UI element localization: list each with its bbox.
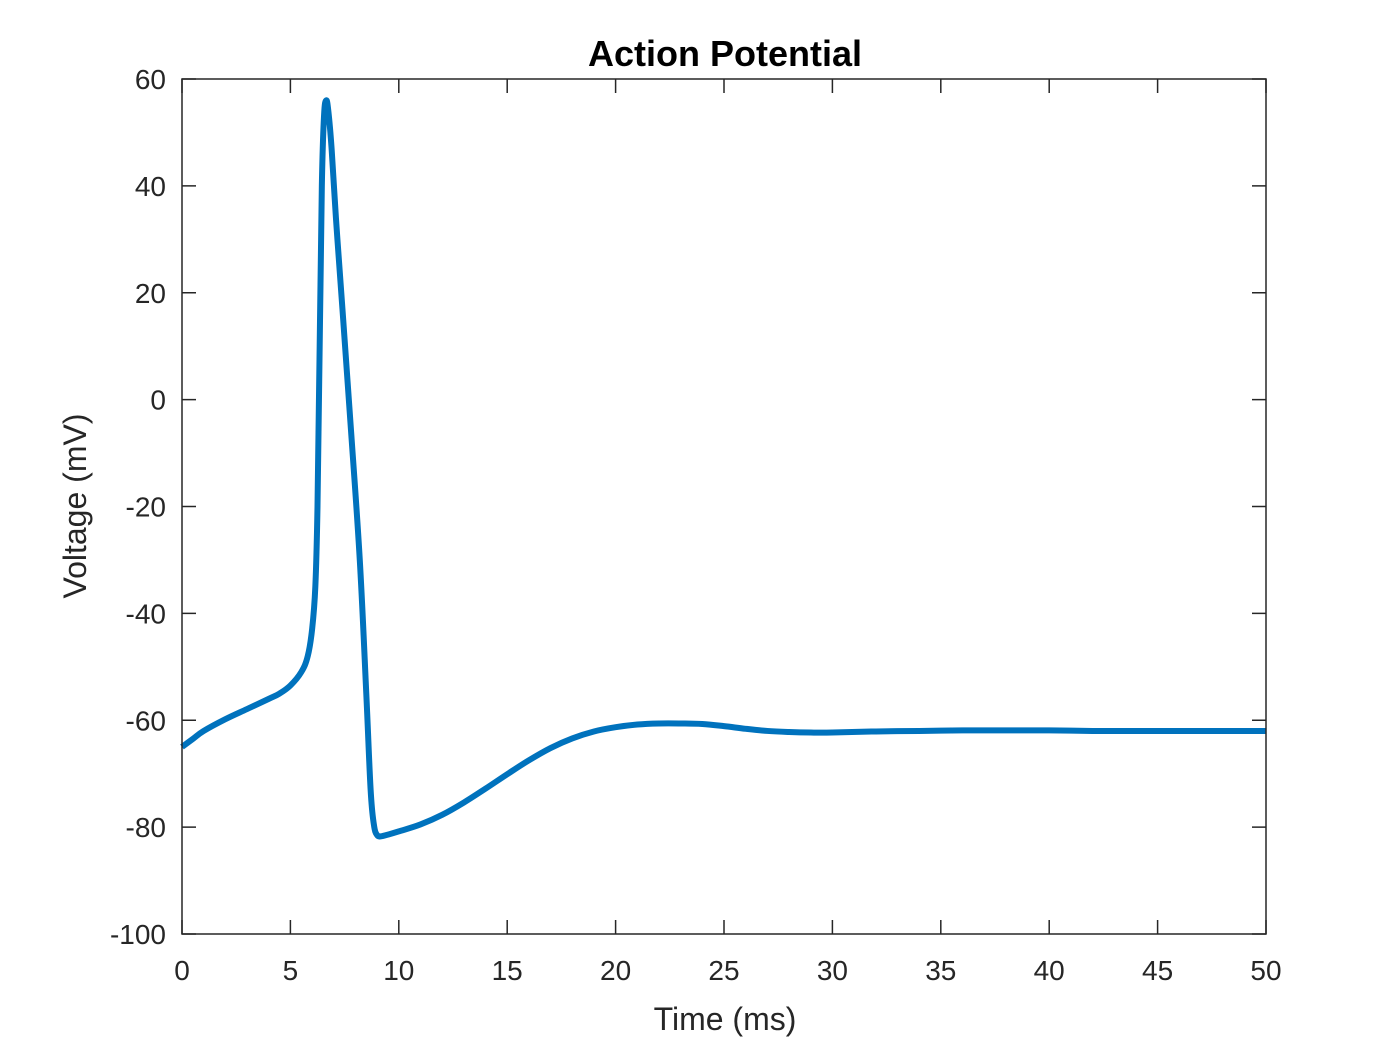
chart-title: Action Potential bbox=[588, 33, 862, 74]
x-tick-label: 35 bbox=[925, 955, 956, 986]
series-group bbox=[180, 97, 1266, 840]
plot-area bbox=[182, 79, 1266, 934]
series-line-0 bbox=[180, 97, 1266, 840]
x-tick-label: 40 bbox=[1034, 955, 1065, 986]
y-tick-label: -100 bbox=[110, 919, 166, 950]
y-tick-label: -40 bbox=[126, 598, 166, 629]
y-tick-label: 0 bbox=[150, 385, 166, 416]
axes-box bbox=[181, 78, 1267, 935]
x-tick-label: 30 bbox=[817, 955, 848, 986]
x-tick-label: 20 bbox=[600, 955, 631, 986]
x-axis-label: Time (ms) bbox=[654, 1001, 797, 1037]
x-tick-label: 50 bbox=[1250, 955, 1281, 986]
y-tick-label: -20 bbox=[126, 492, 166, 523]
tick-labels: 0 5 10 15 20 25 30 35 40 45 50 60 40 20 0 -20 -40 -60 -80 -… bbox=[110, 64, 1282, 986]
x-tick-label: 25 bbox=[708, 955, 739, 986]
y-axis-label: Voltage (mV) bbox=[57, 414, 93, 599]
y-tick-label: 40 bbox=[135, 171, 166, 202]
x-tick-label: 5 bbox=[283, 955, 299, 986]
y-tick-label: -60 bbox=[126, 705, 166, 736]
y-tick-label: 20 bbox=[135, 278, 166, 309]
x-tick-label: 0 bbox=[174, 955, 190, 986]
x-tick-label: 10 bbox=[383, 955, 414, 986]
y-tick-label: -80 bbox=[126, 812, 166, 843]
x-tick-label: 15 bbox=[492, 955, 523, 986]
x-tick-label: 45 bbox=[1142, 955, 1173, 986]
y-tick-label: 60 bbox=[135, 64, 166, 95]
